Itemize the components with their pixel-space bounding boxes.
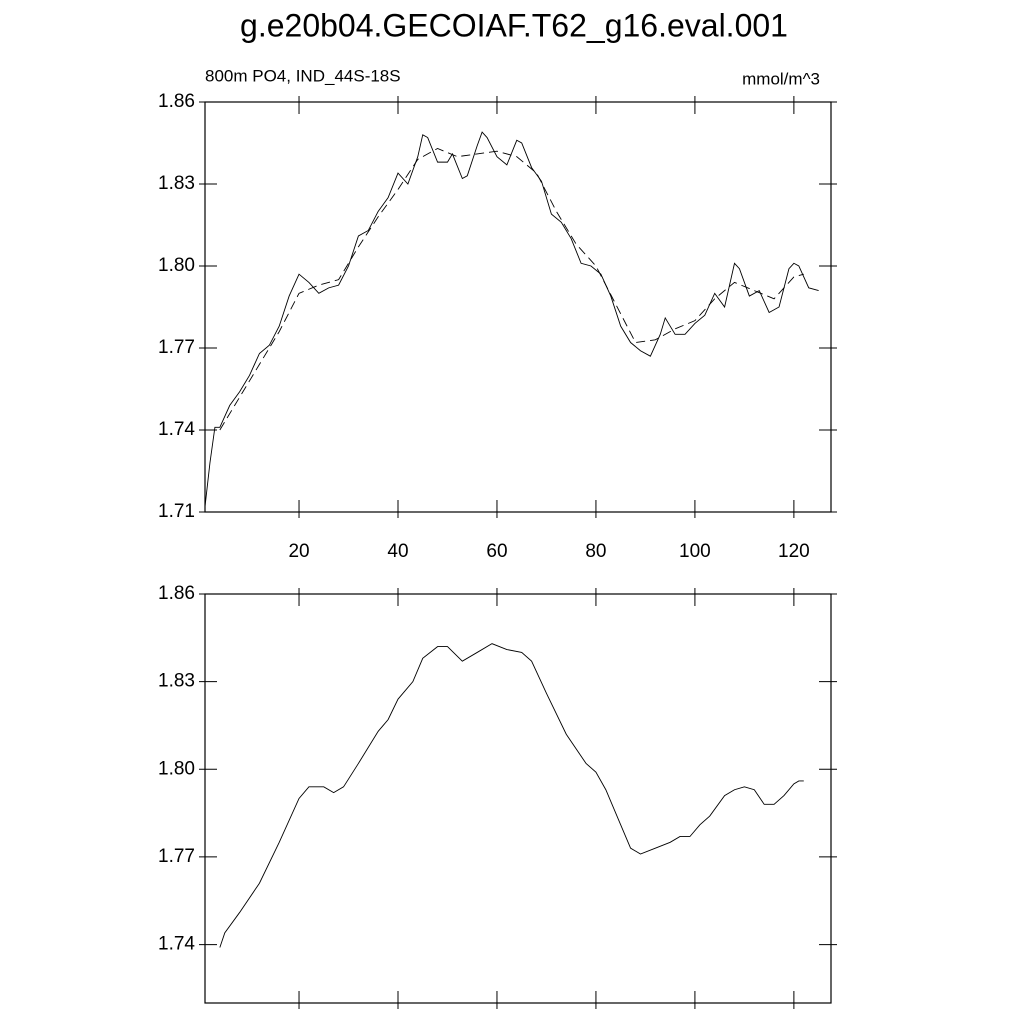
y-tick-label: 1.83 — [158, 671, 195, 692]
y-tick-label: 1.86 — [158, 91, 195, 112]
x-tick-label: 40 — [387, 541, 408, 562]
y-tick-label: 1.83 — [158, 173, 195, 194]
x-tick-label: 20 — [288, 541, 309, 562]
x-tick-label: 100 — [679, 541, 711, 562]
plot-frame — [204, 593, 832, 1004]
x-tick-label: 80 — [585, 541, 606, 562]
data-line — [219, 147, 804, 431]
y-tick-label: 1.74 — [158, 419, 195, 440]
y-tick-label: 1.74 — [158, 934, 195, 955]
plot-frame — [204, 101, 832, 513]
y-tick-label: 1.80 — [158, 255, 195, 276]
y-tick-label: 1.86 — [158, 583, 195, 604]
data-line — [219, 643, 804, 948]
x-tick-label: 120 — [778, 541, 810, 562]
y-tick-label: 1.77 — [158, 337, 195, 358]
data-line — [204, 131, 819, 507]
y-tick-label: 1.71 — [158, 501, 195, 522]
y-tick-label: 1.80 — [158, 758, 195, 779]
figure-title: g.e20b04.GECOIAF.T62_g16.eval.001 — [240, 7, 788, 43]
x-tick-label: 60 — [486, 541, 507, 562]
units: mmol/m^3 — [742, 69, 820, 88]
subtitle: 800m PO4, IND_44S-18S — [205, 66, 401, 85]
y-tick-label: 1.77 — [158, 846, 195, 867]
